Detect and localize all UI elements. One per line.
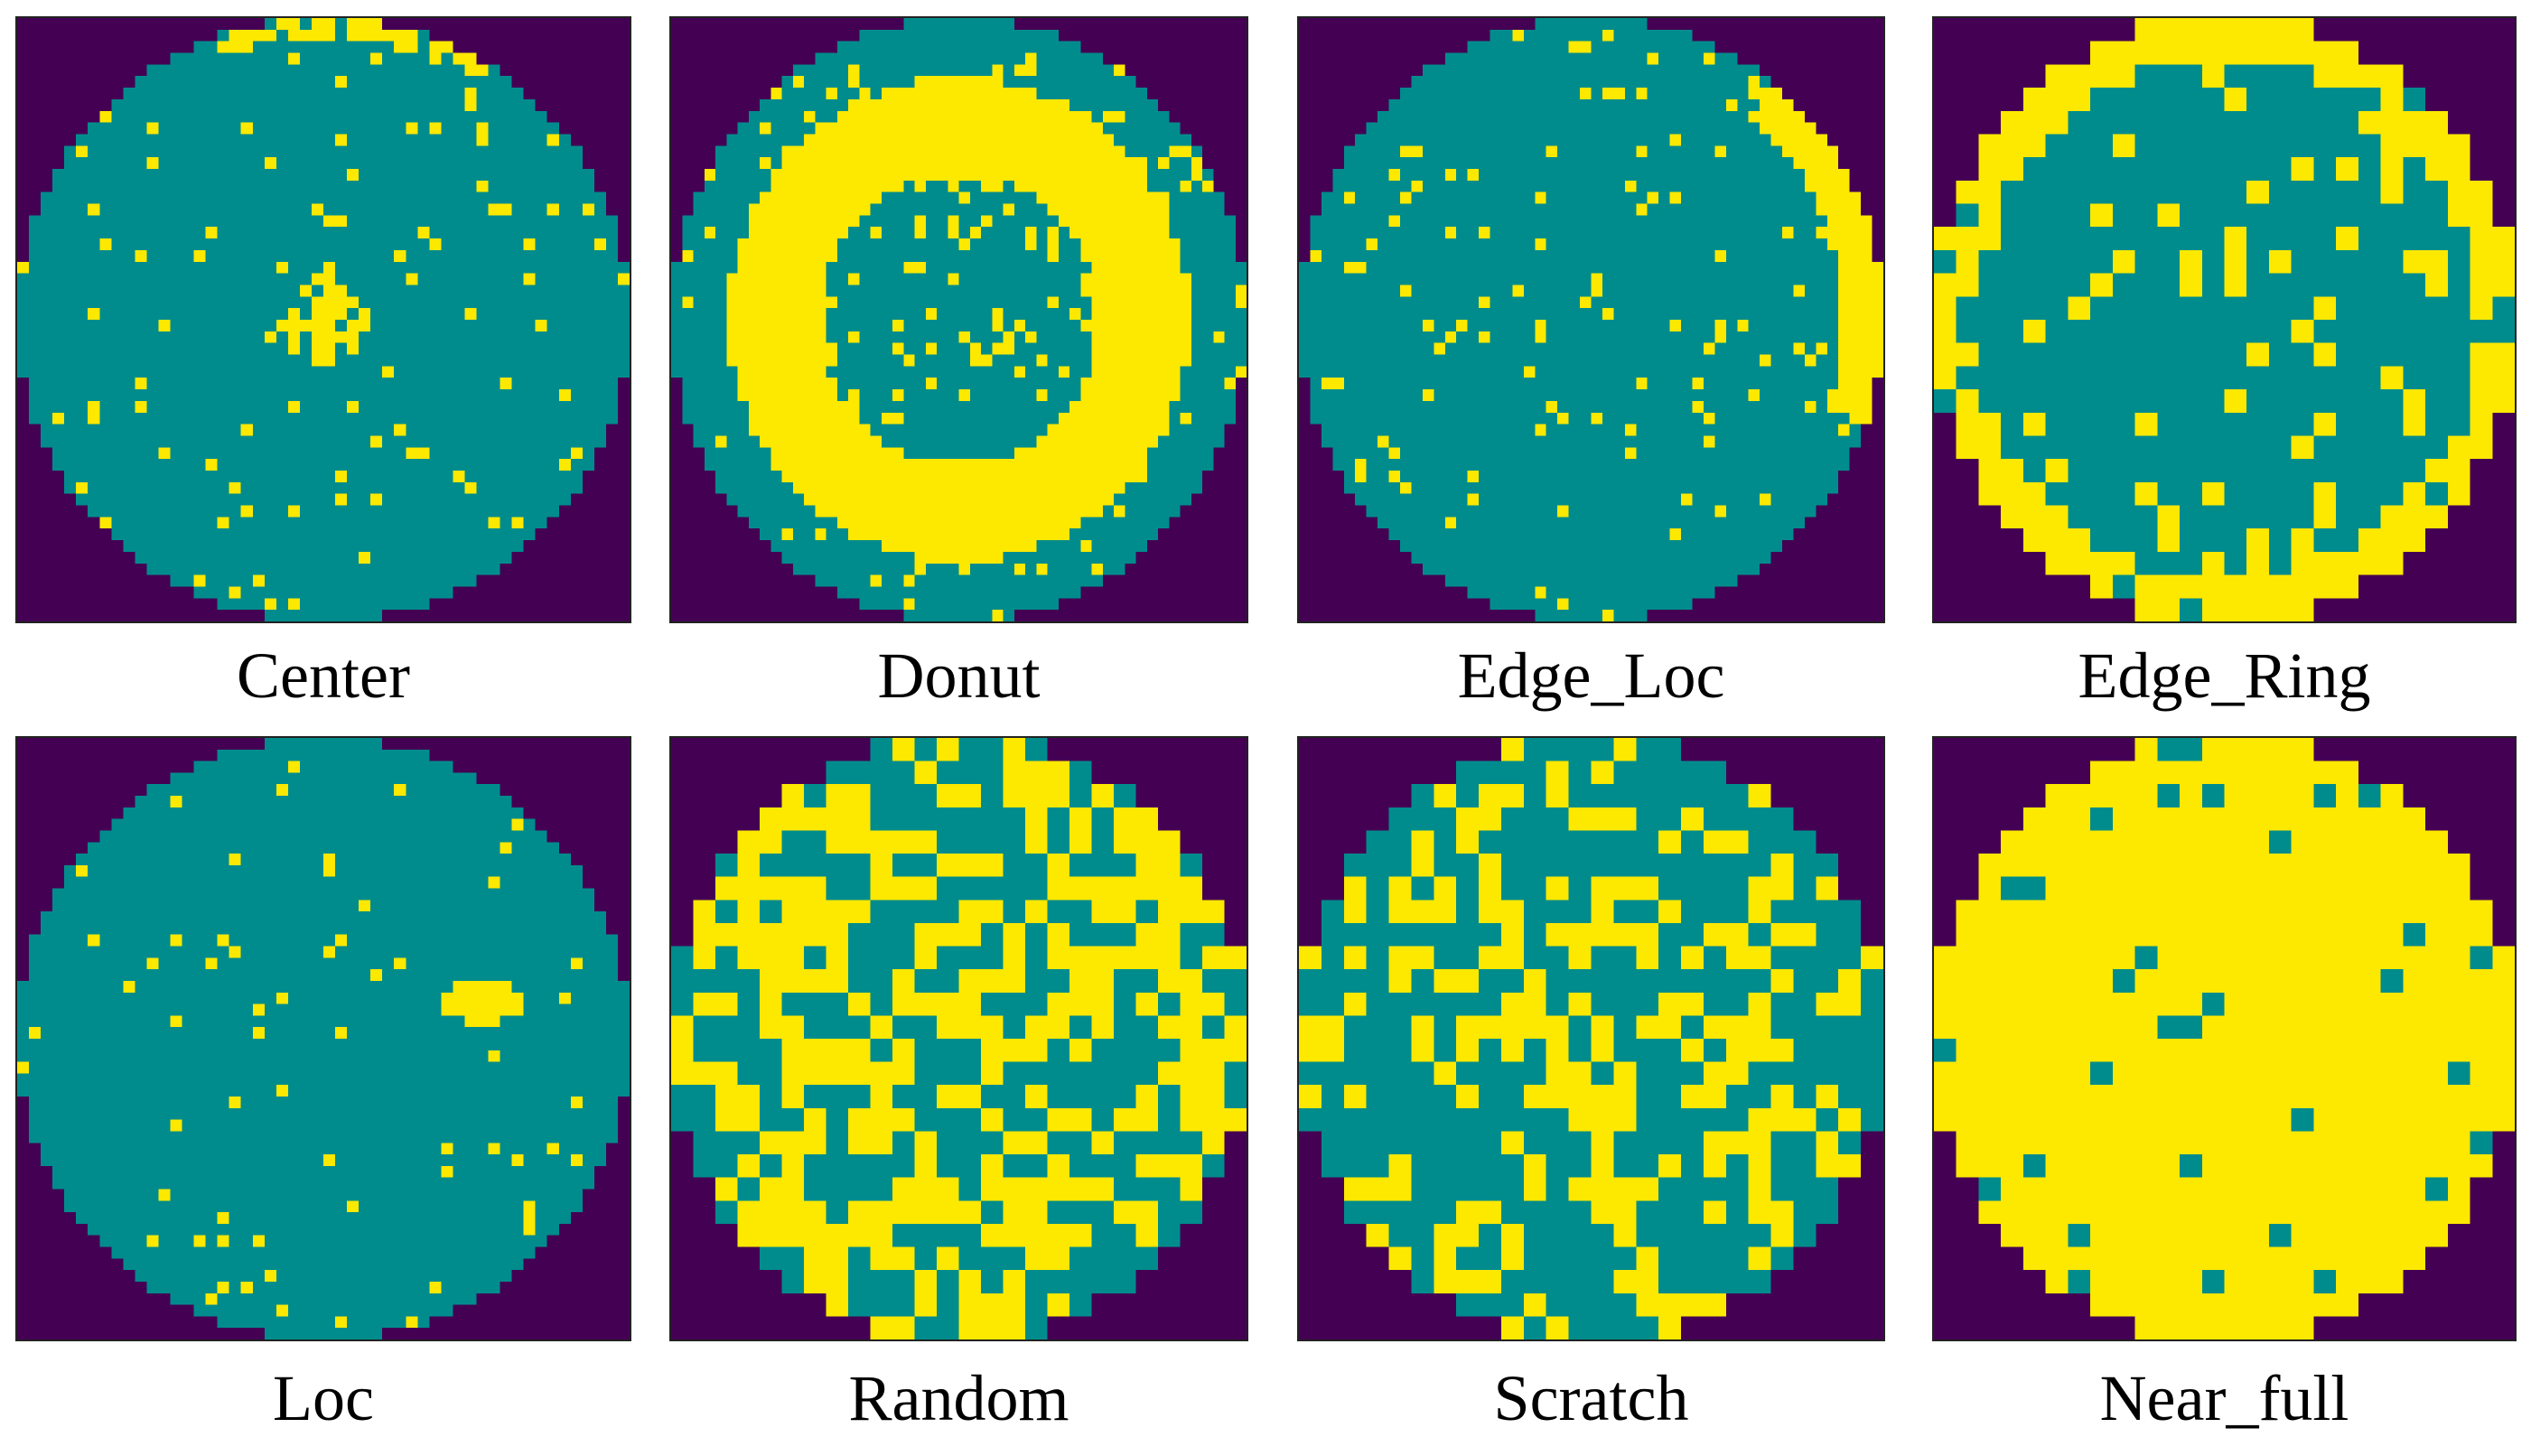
wafer-panel-donut: Donut: [669, 0, 1248, 1456]
wafer-map-image: [15, 736, 631, 1341]
wafer-caption: Loc: [273, 1362, 374, 1434]
wafer-map-canvas: [1299, 18, 1883, 621]
wafer-panel-scratch: Scratch: [1297, 0, 1885, 1456]
wafer-map-canvas: [17, 738, 630, 1339]
wafer-map-image: [1297, 16, 1885, 623]
wafer-caption: Scratch: [1493, 1362, 1689, 1434]
wafer-caption: Donut: [877, 639, 1041, 712]
wafer-map-image: [1932, 16, 2517, 623]
wafer-panel-loc: Loc: [15, 0, 631, 1456]
wafer-caption: Center: [237, 639, 410, 712]
wafer-map-canvas: [671, 18, 1247, 621]
wafer-panel-edge-loc: Edge_Loc: [1297, 0, 1885, 1456]
wafer-panel-edge-ring: Edge_Ring: [1932, 0, 2517, 1456]
wafer-map-canvas: [1934, 738, 2515, 1339]
wafer-caption: Near_full: [2099, 1362, 2349, 1434]
wafer-caption: Edge_Loc: [1457, 639, 1725, 712]
wafer-caption: Edge_Ring: [2078, 639, 2371, 712]
wafer-map-canvas: [671, 738, 1247, 1339]
wafer-map-canvas: [1934, 18, 2515, 621]
wafer-map-image: [669, 736, 1248, 1341]
wafer-map-image: [15, 16, 631, 623]
wafer-map-canvas: [17, 18, 630, 621]
wafer-caption: Random: [848, 1362, 1069, 1434]
wafer-map-image: [669, 16, 1248, 623]
wafer-panel-near-full: Near_full: [1932, 0, 2517, 1456]
wafer-map-image: [1932, 736, 2517, 1341]
wafer-panel-center: Center: [15, 0, 631, 1456]
wafer-panel-random: Random: [669, 0, 1248, 1456]
wafer-map-canvas: [1299, 738, 1883, 1339]
wafer-map-image: [1297, 736, 1885, 1341]
